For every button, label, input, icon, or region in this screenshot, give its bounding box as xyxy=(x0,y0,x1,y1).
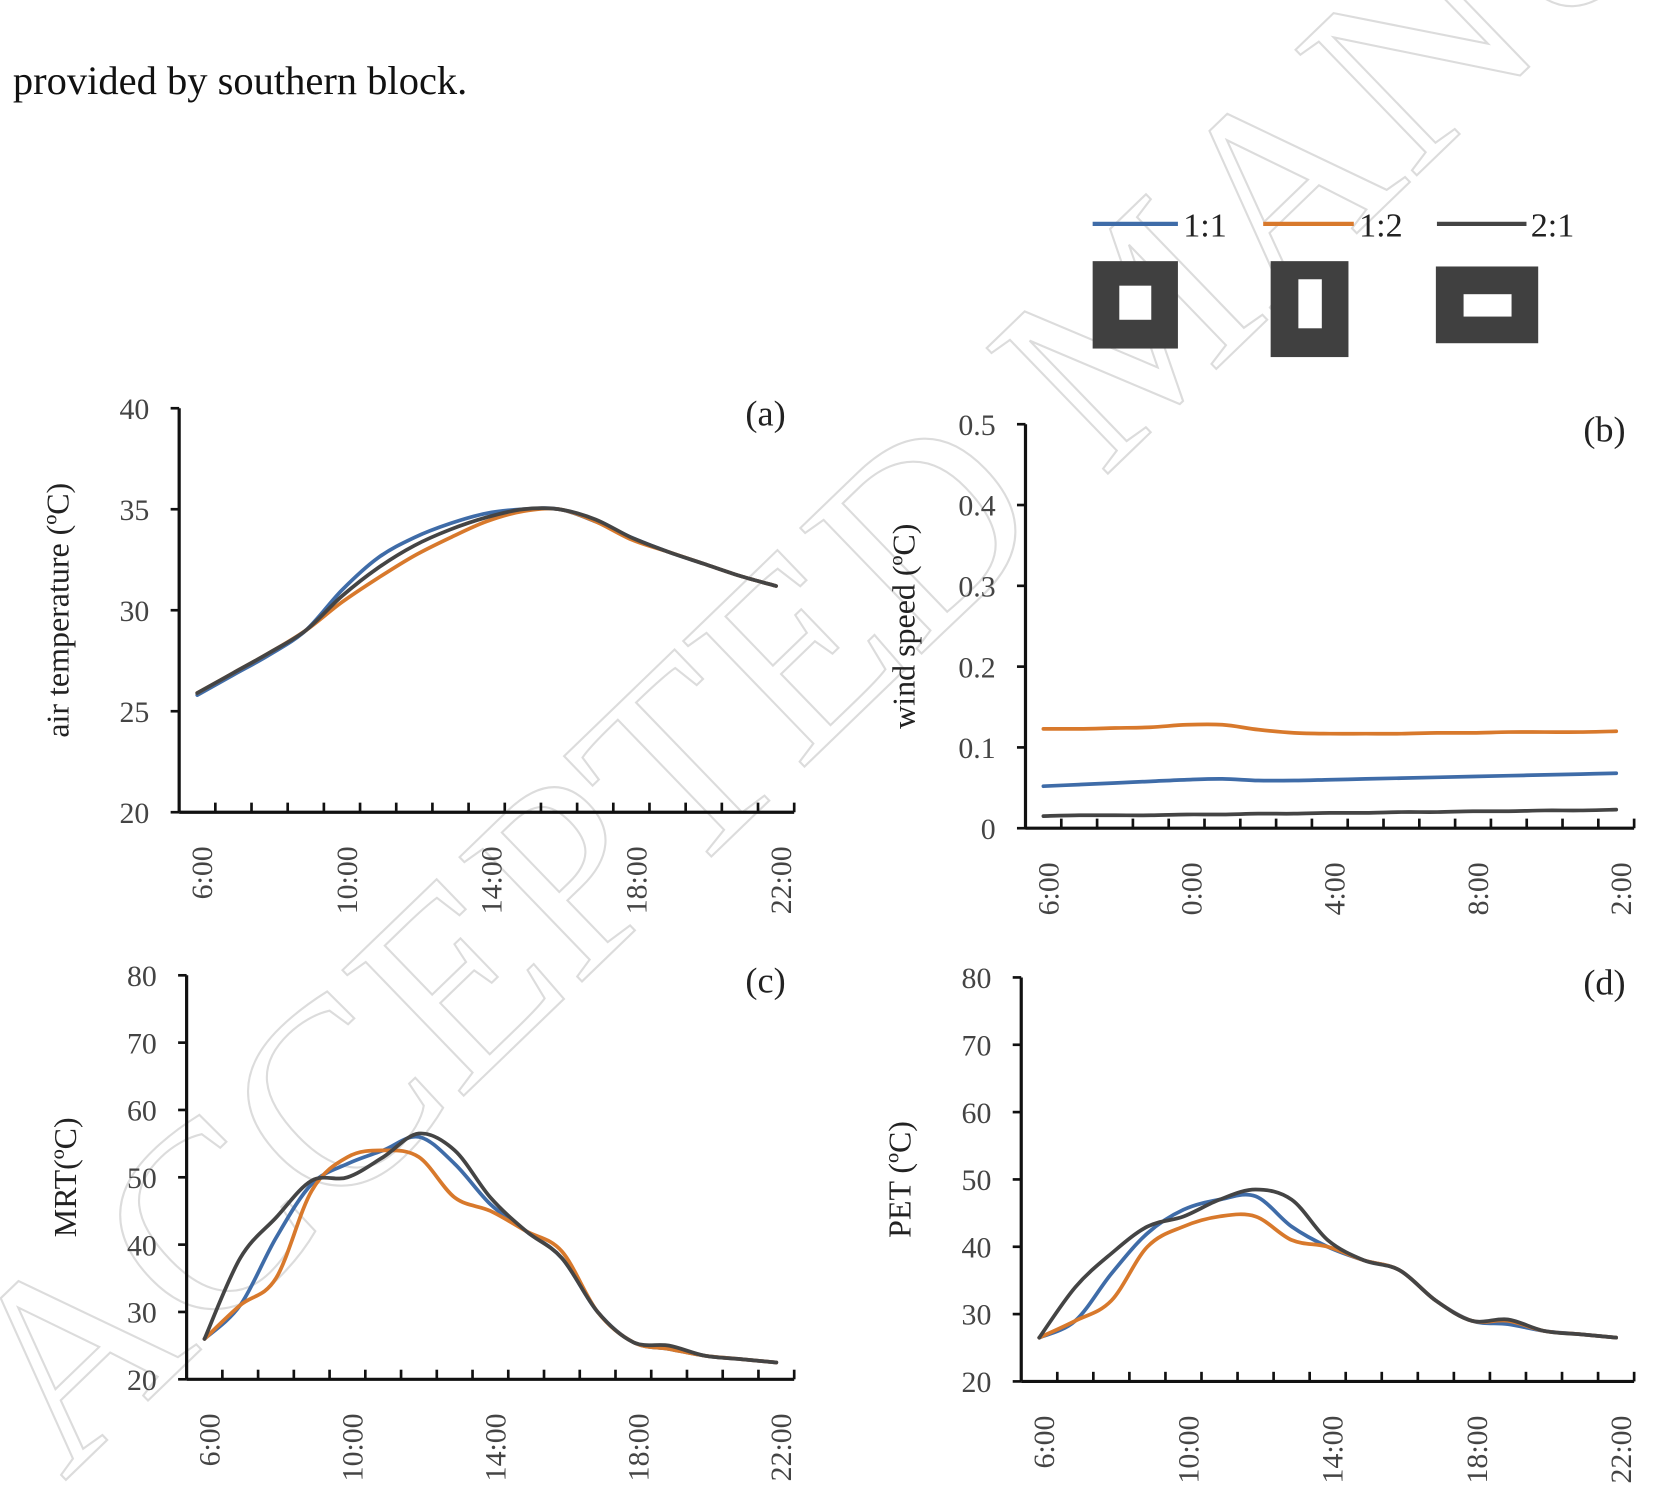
chart-panel: 20 30 40 50 60 70 80 6:00 10:00 14:00 18:00 22:00 MR… xyxy=(48,960,798,1481)
courtyard xyxy=(1298,279,1322,329)
series-line xyxy=(202,1131,779,1365)
x-tick-label: 6:00 xyxy=(1032,862,1065,915)
y-tick-label: 20 xyxy=(127,1364,157,1397)
panel-label: (a) xyxy=(745,393,785,433)
chart-panel: 0 0.1 0.2 0.3 0.4 0.5 6:00 0:00 4:00 8:00 2:00 wind… xyxy=(887,409,1639,915)
y-axis-label: PET (ºC) xyxy=(882,1121,917,1238)
y-tick-label: 0.1 xyxy=(958,732,995,765)
x-tick-label: 22:00 xyxy=(1605,1416,1638,1484)
y-tick-label: 0.5 xyxy=(958,409,995,442)
x-tick-label: 14:00 xyxy=(479,1413,512,1481)
legend-label: 1:2 xyxy=(1359,208,1403,245)
y-axis-label: MRT(ºC) xyxy=(48,1117,83,1237)
y-tick-label: 50 xyxy=(127,1162,157,1195)
series-line xyxy=(1037,1212,1618,1340)
y-tick-label: 60 xyxy=(962,1097,992,1130)
y-tick-label: 80 xyxy=(962,962,992,995)
chart-panel: 20 25 30 35 40 6:00 10:00 14:00 18:00 22:00 air te… xyxy=(40,393,798,914)
x-tick-label: 22:00 xyxy=(765,1413,798,1481)
x-tick-label: 22:00 xyxy=(765,846,798,914)
y-tick-label: 20 xyxy=(962,1366,992,1399)
intro-text: provided by southern block. xyxy=(13,58,467,103)
series-line xyxy=(1041,771,1619,789)
y-tick-label: 25 xyxy=(119,696,149,729)
y-tick-label: 40 xyxy=(962,1231,992,1264)
y-tick-label: 60 xyxy=(127,1095,157,1128)
x-tick-label: 18:00 xyxy=(620,846,653,914)
y-tick-label: 30 xyxy=(962,1299,992,1332)
series-line xyxy=(1037,1192,1618,1340)
legend-label: 1:1 xyxy=(1183,208,1227,245)
y-tick-label: 0 xyxy=(981,813,996,846)
x-tick-label: 6:00 xyxy=(193,1413,226,1466)
chart-panel: 20 30 40 50 60 70 80 6:00 10:00 14:00 18:00 22:00 PE… xyxy=(882,962,1638,1483)
x-tick-label: 10:00 xyxy=(1172,1416,1205,1484)
x-tick-label: 18:00 xyxy=(622,1413,655,1481)
legend: 1:1 1:2 2:1 xyxy=(1092,208,1575,358)
x-tick-label: 0:00 xyxy=(1176,862,1209,915)
x-tick-label: 14:00 xyxy=(476,846,509,914)
series-line xyxy=(202,1148,779,1365)
x-tick-label: 8:00 xyxy=(1462,862,1495,915)
y-tick-label: 30 xyxy=(119,595,149,628)
x-tick-label: 10:00 xyxy=(336,1413,369,1481)
y-tick-label: 30 xyxy=(127,1297,157,1330)
y-tick-label: 70 xyxy=(127,1027,157,1060)
series-line xyxy=(1041,722,1619,736)
x-tick-label: 4:00 xyxy=(1319,862,1352,915)
x-tick-label: 10:00 xyxy=(331,846,364,914)
y-tick-label: 0.2 xyxy=(958,651,995,684)
x-tick-label: 18:00 xyxy=(1461,1416,1494,1484)
panel-label: (c) xyxy=(745,960,785,1000)
y-tick-label: 0.3 xyxy=(958,570,995,603)
y-tick-label: 0.4 xyxy=(958,490,995,523)
y-tick-label: 80 xyxy=(127,960,157,993)
y-axis-label: wind speed (ºC) xyxy=(887,524,922,729)
x-tick-label: 2:00 xyxy=(1605,862,1638,915)
courtyard xyxy=(1463,294,1512,317)
y-tick-label: 40 xyxy=(127,1229,157,1262)
panel-label: (d) xyxy=(1583,962,1625,1002)
series-line xyxy=(1037,1187,1618,1340)
y-tick-label: 40 xyxy=(119,393,149,426)
courtyard xyxy=(1119,285,1152,320)
y-tick-label: 35 xyxy=(119,494,149,527)
y-tick-label: 70 xyxy=(962,1029,992,1062)
x-tick-label: 6:00 xyxy=(1028,1416,1061,1469)
x-tick-label: 14:00 xyxy=(1317,1416,1350,1484)
y-tick-label: 20 xyxy=(119,797,149,830)
panel-label: (b) xyxy=(1583,409,1625,449)
y-axis-label: air temperature (ºC) xyxy=(40,483,75,738)
y-tick-label: 50 xyxy=(962,1164,992,1197)
series-line xyxy=(1041,807,1619,818)
series-line xyxy=(195,506,778,695)
legend-label: 2:1 xyxy=(1531,208,1575,245)
x-tick-label: 6:00 xyxy=(186,846,219,899)
